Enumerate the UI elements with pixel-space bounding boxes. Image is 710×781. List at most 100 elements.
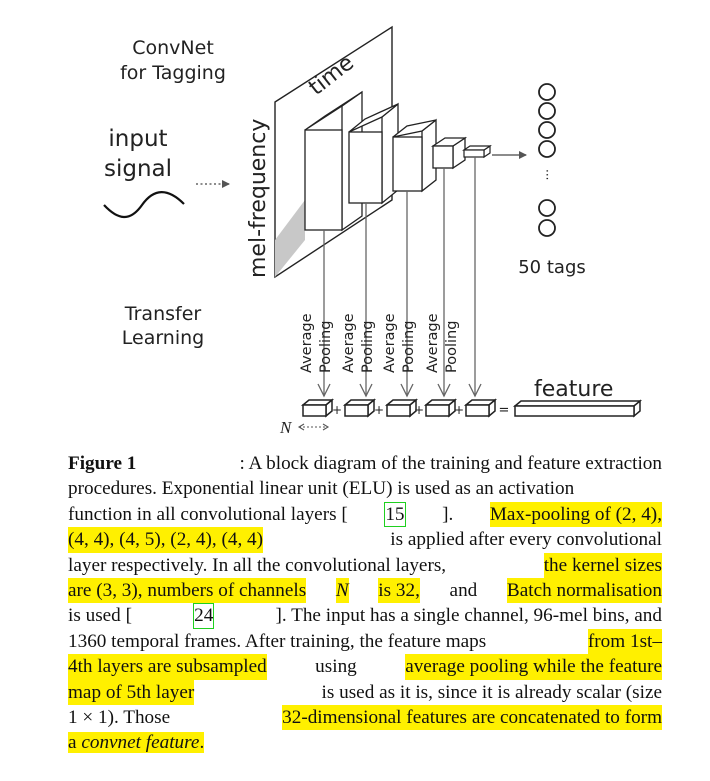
input-label-line-2: signal bbox=[104, 156, 172, 182]
sine-wave-icon bbox=[103, 191, 185, 219]
caption-text: is used as it is, since it is already sc… bbox=[321, 681, 662, 703]
highlighted-text: N bbox=[335, 577, 349, 604]
feature-vector-5 bbox=[463, 398, 498, 418]
svg-text:Pooling: Pooling bbox=[360, 321, 376, 373]
equals-sign: = bbox=[499, 403, 510, 418]
highlighted-text: (4, 4), (4, 5), (2, 4), (4, 4) bbox=[68, 527, 264, 553]
caption-text: function in all convolutional layers [ bbox=[68, 503, 348, 525]
highlighted-text: average pooling while the feature bbox=[405, 654, 662, 680]
pool-arrow-5-head bbox=[468, 383, 482, 398]
caption-line: Figure 1 : A block diagram of the trainin… bbox=[68, 451, 662, 476]
tags-ellipsis: ··· bbox=[540, 169, 554, 180]
caption-line: is used [ 24 ]. The input has a single cha… bbox=[68, 603, 662, 629]
feature-vector-1 bbox=[300, 398, 335, 418]
caption-line: (4, 4), (4, 5), (2, 4), (4, 4) is applie… bbox=[68, 527, 662, 553]
conv-block-3 bbox=[392, 118, 437, 193]
highlighted-text: is 32, bbox=[378, 577, 420, 604]
highlighted-text: a bbox=[68, 732, 82, 754]
tags-label: 50 tags bbox=[518, 257, 586, 278]
highlighted-text: 32-dimensional features are concatenated… bbox=[282, 704, 662, 731]
svg-text:Average: Average bbox=[299, 313, 315, 373]
plus-sign-1: + bbox=[332, 403, 342, 417]
tag-node-4 bbox=[538, 140, 556, 158]
transfer-label-line-2: Learning bbox=[122, 327, 205, 349]
pool-label-4: Average Pooling bbox=[425, 313, 460, 373]
caption-text: ]. bbox=[442, 503, 454, 525]
feature-label: feature bbox=[534, 377, 613, 402]
caption-text: is used [ bbox=[68, 605, 132, 627]
n-label: N bbox=[279, 418, 293, 437]
tag-node-3 bbox=[538, 121, 556, 139]
conv-block-4 bbox=[430, 136, 468, 170]
citation-link[interactable]: 15 bbox=[384, 501, 406, 528]
tag-nodes bbox=[538, 83, 556, 237]
spectrogram-shading bbox=[275, 200, 305, 277]
highlighted-text: are (3, 3), numbers of channels bbox=[68, 577, 307, 604]
transfer-label-line-1: Transfer bbox=[124, 303, 202, 325]
caption-line: function in all convolutional layers [ 15… bbox=[68, 501, 662, 528]
pool-arrow-4-head bbox=[437, 383, 451, 398]
plus-sign-4: + bbox=[454, 403, 464, 417]
svg-text:Average: Average bbox=[382, 313, 398, 373]
svg-text:Average: Average bbox=[341, 313, 357, 373]
n-arrow-right-head bbox=[322, 423, 330, 431]
plus-sign-2: + bbox=[374, 403, 384, 417]
highlighted-text: convnet feature bbox=[81, 732, 200, 754]
svg-text:Pooling: Pooling bbox=[318, 321, 334, 373]
feature-vector-2 bbox=[342, 398, 377, 418]
diagram-title-line-2: for Tagging bbox=[120, 62, 226, 84]
highlighted-text: the kernel sizes bbox=[543, 552, 662, 578]
block-diagram: ConvNet for Tagging input signal time me… bbox=[103, 25, 643, 437]
caption-line: are (3, 3), numbers of channels N is 32,… bbox=[68, 577, 662, 604]
caption-text: 1360 temporal frames. After training, th… bbox=[68, 630, 487, 652]
svg-text:Pooling: Pooling bbox=[444, 321, 460, 373]
caption-line: procedures. Exponential linear unit (ELU… bbox=[68, 476, 662, 501]
feature-vector-3 bbox=[384, 398, 419, 418]
figure-label: Figure 1 bbox=[68, 453, 137, 474]
conv-block-5 bbox=[462, 144, 492, 159]
caption-text: and bbox=[449, 579, 478, 601]
caption-text: is applied after every convolutional bbox=[390, 529, 662, 551]
pool-arrow-1-head bbox=[317, 383, 331, 398]
feature-vector-4 bbox=[423, 398, 458, 418]
pool-label-3: Average Pooling bbox=[382, 313, 417, 373]
conv-block-2 bbox=[348, 102, 399, 205]
tag-node-2 bbox=[538, 102, 556, 120]
caption-line: map of 5th layer is used as it is, since… bbox=[68, 679, 662, 705]
highlighted-text: Batch normalisation bbox=[506, 577, 662, 604]
caption-text: ]. The input has a single channel, 96-me… bbox=[275, 605, 662, 627]
caption-line: 4th layers are subsampled using average … bbox=[68, 654, 662, 680]
tag-node-1 bbox=[538, 83, 556, 101]
n-arrow-left-head bbox=[297, 423, 305, 431]
caption-text: layer respectively. In all the convoluti… bbox=[68, 554, 447, 576]
plus-sign-3: + bbox=[414, 403, 424, 417]
caption-text: : A block diagram of the training and fe… bbox=[239, 453, 662, 474]
caption-line: layer respectively. In all the convoluti… bbox=[68, 552, 662, 578]
caption-text: using bbox=[315, 656, 357, 678]
input-label-line-1: input bbox=[108, 126, 167, 152]
tag-node-5 bbox=[538, 199, 556, 217]
concatenated-feature-vector bbox=[512, 399, 643, 418]
diagram-title-line-1: ConvNet bbox=[132, 37, 214, 59]
highlighted-text: from 1st– bbox=[587, 628, 662, 655]
highlighted-text: Max-pooling of (2, 4), bbox=[489, 501, 662, 528]
pool-arrow-2-head bbox=[359, 383, 373, 398]
tag-node-6 bbox=[538, 219, 556, 237]
conv-block-1 bbox=[304, 90, 363, 232]
svg-text:Average: Average bbox=[425, 313, 441, 373]
caption-text: procedures. Exponential linear unit (ELU… bbox=[68, 478, 575, 500]
highlighted-text: . bbox=[199, 732, 205, 754]
pool-label-1: Average Pooling bbox=[299, 313, 334, 373]
highlighted-text: map of 5th layer bbox=[68, 679, 195, 705]
caption-line: 1360 temporal frames. After training, th… bbox=[68, 628, 662, 655]
caption-line: a convnet feature. bbox=[68, 730, 662, 755]
svg-text:Pooling: Pooling bbox=[401, 321, 417, 373]
figure-caption: Figure 1 : A block diagram of the trainin… bbox=[68, 451, 662, 756]
caption-text: 1 × 1). Those bbox=[68, 706, 171, 728]
axis-label-mel-frequency: mel-frequency bbox=[246, 119, 271, 278]
citation-link[interactable]: 24 bbox=[193, 603, 215, 629]
pool-arrow-3-head bbox=[400, 383, 414, 398]
highlighted-text: 4th layers are subsampled bbox=[68, 654, 267, 680]
caption-line: 1 × 1). Those 32-dimensional features ar… bbox=[68, 704, 662, 731]
pool-label-2: Average Pooling bbox=[341, 313, 376, 373]
